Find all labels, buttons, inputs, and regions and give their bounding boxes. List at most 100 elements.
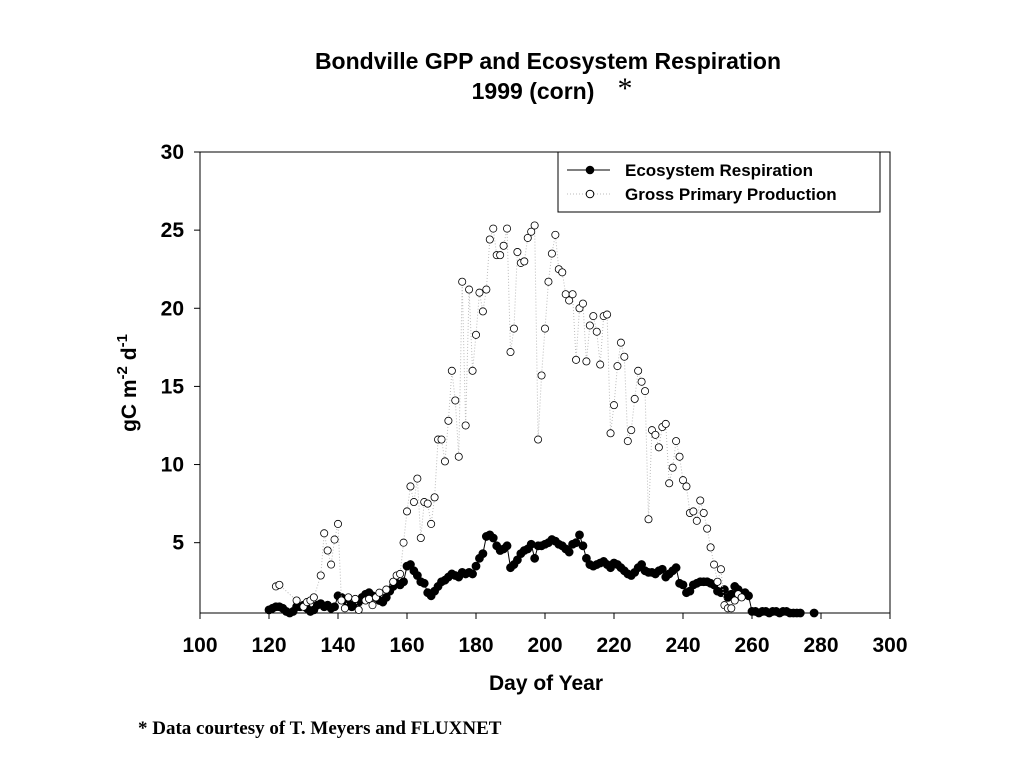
x-tick-label: 120	[251, 634, 286, 657]
data-point	[513, 248, 522, 257]
x-tick-label: 240	[665, 634, 700, 657]
data-point	[503, 224, 512, 233]
legend-marker	[585, 189, 595, 199]
data-point	[671, 563, 681, 573]
data-point	[520, 257, 529, 266]
data-point	[416, 533, 425, 542]
y-tick-label: 30	[161, 141, 184, 164]
data-point	[692, 516, 701, 525]
data-point	[468, 569, 477, 579]
data-point	[330, 535, 339, 544]
x-tick-label: 220	[596, 634, 631, 657]
data-point	[547, 249, 556, 258]
x-tick-label: 300	[872, 634, 907, 657]
title-mark: *	[618, 72, 633, 105]
data-point	[679, 476, 688, 485]
data-point	[565, 296, 574, 305]
y-label-sup: -2	[114, 366, 131, 379]
data-point	[682, 482, 691, 491]
data-point	[478, 549, 488, 559]
data-point	[423, 499, 432, 508]
y-tick-label: 15	[161, 375, 185, 398]
data-point	[430, 493, 439, 502]
data-point	[399, 577, 408, 587]
data-point	[596, 360, 605, 369]
data-point	[665, 479, 674, 488]
y-tick-label: 20	[161, 297, 184, 320]
data-point	[654, 443, 663, 452]
data-point	[396, 569, 405, 578]
data-point	[354, 605, 363, 614]
data-point	[461, 421, 470, 430]
data-point	[475, 288, 484, 297]
data-point	[344, 593, 353, 602]
data-point	[323, 546, 332, 555]
data-point	[616, 338, 625, 347]
data-point	[530, 221, 539, 230]
data-point	[603, 310, 612, 319]
data-point	[437, 435, 446, 444]
chart-subtitle: 1999 (corn)	[472, 78, 595, 104]
data-point	[703, 524, 712, 533]
data-point	[333, 519, 342, 528]
data-point	[689, 507, 698, 516]
data-point	[458, 277, 467, 286]
data-point	[465, 285, 474, 294]
data-point	[706, 543, 715, 552]
data-point	[623, 437, 632, 446]
y-label-part: d	[118, 347, 141, 366]
x-tick-label: 160	[389, 634, 424, 657]
data-point	[675, 452, 684, 461]
data-point	[499, 241, 508, 250]
data-point	[641, 387, 650, 396]
data-point	[451, 396, 460, 405]
legend-box	[557, 151, 881, 213]
data-point	[720, 585, 729, 594]
data-point	[478, 307, 487, 316]
data-point	[419, 578, 429, 588]
data-point	[644, 515, 653, 524]
data-point	[627, 426, 636, 435]
x-tick-label: 260	[734, 634, 769, 657]
x-tick-label: 140	[320, 634, 355, 657]
series-line	[275, 223, 742, 611]
data-point	[351, 594, 360, 603]
x-axis-label: Day of Year	[489, 672, 603, 695]
y-tick-label: 25	[161, 219, 185, 242]
data-point	[337, 596, 346, 605]
data-point	[541, 324, 550, 333]
data-point	[696, 496, 705, 505]
data-point	[489, 224, 498, 233]
data-point	[309, 593, 318, 602]
data-point	[668, 463, 677, 472]
data-point	[527, 227, 536, 236]
data-point	[440, 457, 449, 466]
data-point	[737, 593, 746, 602]
data-point	[630, 394, 639, 403]
data-point	[340, 604, 349, 613]
data-point	[672, 437, 681, 446]
data-point	[471, 561, 481, 571]
data-point	[368, 601, 377, 610]
data-point	[402, 507, 411, 516]
data-point	[534, 435, 543, 444]
data-point	[568, 290, 577, 299]
data-point	[795, 608, 805, 618]
data-point	[710, 560, 719, 569]
data-point	[727, 604, 736, 613]
data-point	[413, 474, 422, 483]
y-label-part: gC m	[118, 379, 141, 432]
data-point	[468, 366, 477, 375]
data-point	[713, 577, 722, 586]
data-point	[592, 327, 601, 336]
data-point	[551, 230, 560, 239]
data-point	[509, 324, 518, 333]
data-point	[409, 498, 418, 507]
data-point	[275, 580, 284, 589]
data-point	[716, 565, 725, 574]
data-point	[578, 299, 587, 308]
footnote: * Data courtesy of T. Meyers and FLUXNET	[138, 718, 502, 739]
y-tick-label: 10	[161, 454, 184, 477]
x-tick-label: 280	[803, 634, 838, 657]
